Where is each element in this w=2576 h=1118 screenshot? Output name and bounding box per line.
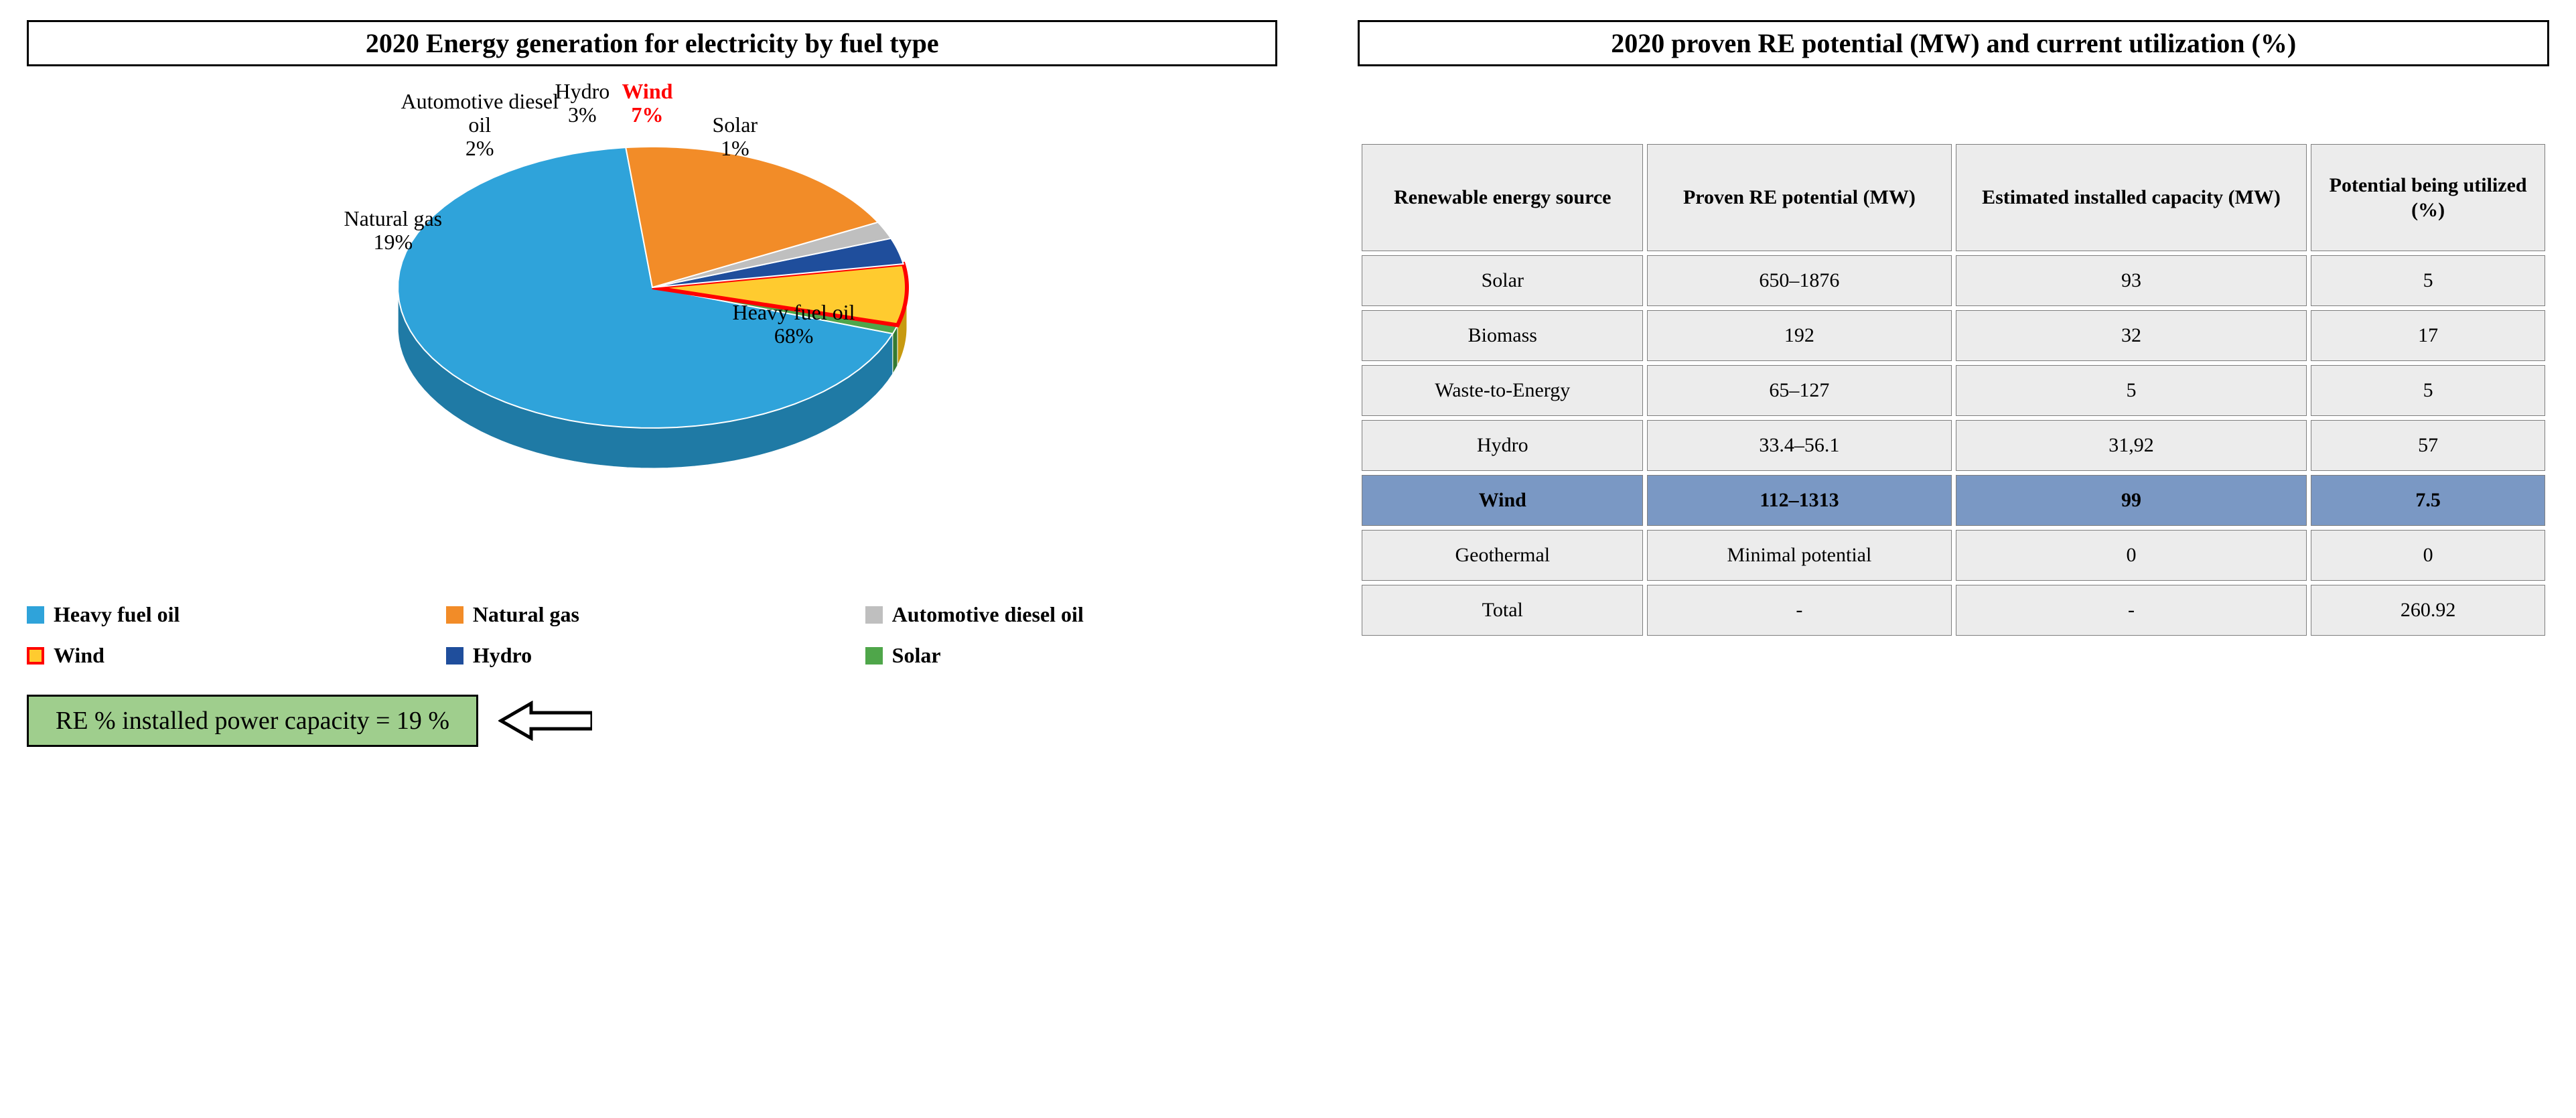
pie-panel: 2020 Energy generation for electricity b… (27, 20, 1277, 747)
legend-swatch (865, 606, 883, 624)
table-cell: 7.5 (2311, 475, 2545, 526)
table-cell: Wind (1362, 475, 1643, 526)
legend-swatch (27, 606, 44, 624)
pie-slice-label: Natural gas19% (344, 207, 443, 254)
table-cell: 93 (1956, 255, 2307, 306)
table-row: Total--260.92 (1362, 585, 2545, 636)
re-potential-table: Renewable energy sourceProven RE potenti… (1358, 140, 2549, 640)
table-cell: Total (1362, 585, 1643, 636)
table-cell: - (1647, 585, 1952, 636)
pie-slice-label: Automotive dieseloil2% (401, 90, 559, 161)
table-cell: 5 (1956, 365, 2307, 416)
legend-item: Hydro (446, 643, 859, 668)
table-cell: 32 (1956, 310, 2307, 361)
table-cell: Geothermal (1362, 530, 1643, 581)
table-cell: 260.92 (2311, 585, 2545, 636)
table-cell: Biomass (1362, 310, 1643, 361)
pie-chart: Heavy fuel oil68%Solar1%Wind7%Hydro3%Aut… (27, 86, 1277, 596)
table-row: Waste-to-Energy65–12755 (1362, 365, 2545, 416)
table-cell: 0 (1956, 530, 2307, 581)
table-row: Biomass1923217 (1362, 310, 2545, 361)
legend-label: Solar (892, 643, 941, 668)
arrow-icon (498, 701, 592, 741)
table-cell: 17 (2311, 310, 2545, 361)
table-cell: 65–127 (1647, 365, 1952, 416)
legend-swatch (865, 647, 883, 665)
table-row: Solar650–1876935 (1362, 255, 2545, 306)
pie-title: 2020 Energy generation for electricity b… (27, 20, 1277, 66)
table-cell: Minimal potential (1647, 530, 1952, 581)
legend-label: Automotive diesel oil (892, 602, 1084, 627)
legend-label: Wind (54, 643, 104, 668)
legend-label: Natural gas (473, 602, 579, 627)
table-cell: 0 (2311, 530, 2545, 581)
legend-swatch (446, 647, 463, 665)
pie-legend: Heavy fuel oil Natural gas Automotive dies… (27, 602, 1277, 668)
table-cell: Hydro (1362, 420, 1643, 471)
legend-item: Solar (865, 643, 1278, 668)
table-cell: 112–1313 (1647, 475, 1952, 526)
table-cell: 57 (2311, 420, 2545, 471)
table-row: Wind112–1313997.5 (1362, 475, 2545, 526)
pie-svg (358, 107, 947, 508)
table-cell: 31,92 (1956, 420, 2307, 471)
pie-slice-label: Hydro3% (555, 80, 610, 127)
table-cell: 33.4–56.1 (1647, 420, 1952, 471)
legend-item: Automotive diesel oil (865, 602, 1278, 627)
table-header: Renewable energy source (1362, 144, 1643, 251)
table-cell: Solar (1362, 255, 1643, 306)
table-panel: 2020 proven RE potential (MW) and curren… (1358, 20, 2549, 640)
legend-swatch (446, 606, 463, 624)
table-header: Proven RE potential (MW) (1647, 144, 1952, 251)
legend-label: Hydro (473, 643, 532, 668)
legend-item: Heavy fuel oil (27, 602, 439, 627)
table-cell: 99 (1956, 475, 2307, 526)
legend-label: Heavy fuel oil (54, 602, 180, 627)
legend-item: Wind (27, 643, 439, 668)
re-capacity-box: RE % installed power capacity = 19 % (27, 695, 478, 747)
table-title: 2020 proven RE potential (MW) and curren… (1358, 20, 2549, 66)
pie-slice-label: Wind7% (622, 80, 673, 127)
table-cell: 650–1876 (1647, 255, 1952, 306)
table-header: Potential being utilized (%) (2311, 144, 2545, 251)
table-cell: 192 (1647, 310, 1952, 361)
table-cell: 5 (2311, 365, 2545, 416)
legend-swatch (27, 647, 44, 665)
legend-item: Natural gas (446, 602, 859, 627)
table-header: Estimated installed capacity (MW) (1956, 144, 2307, 251)
table-cell: 5 (2311, 255, 2545, 306)
table-row: GeothermalMinimal potential00 (1362, 530, 2545, 581)
pie-slice-label: Heavy fuel oil68% (733, 301, 855, 348)
pie-slice-label: Solar1% (713, 113, 758, 160)
table-cell: - (1956, 585, 2307, 636)
table-row: Hydro33.4–56.131,9257 (1362, 420, 2545, 471)
table-cell: Waste-to-Energy (1362, 365, 1643, 416)
